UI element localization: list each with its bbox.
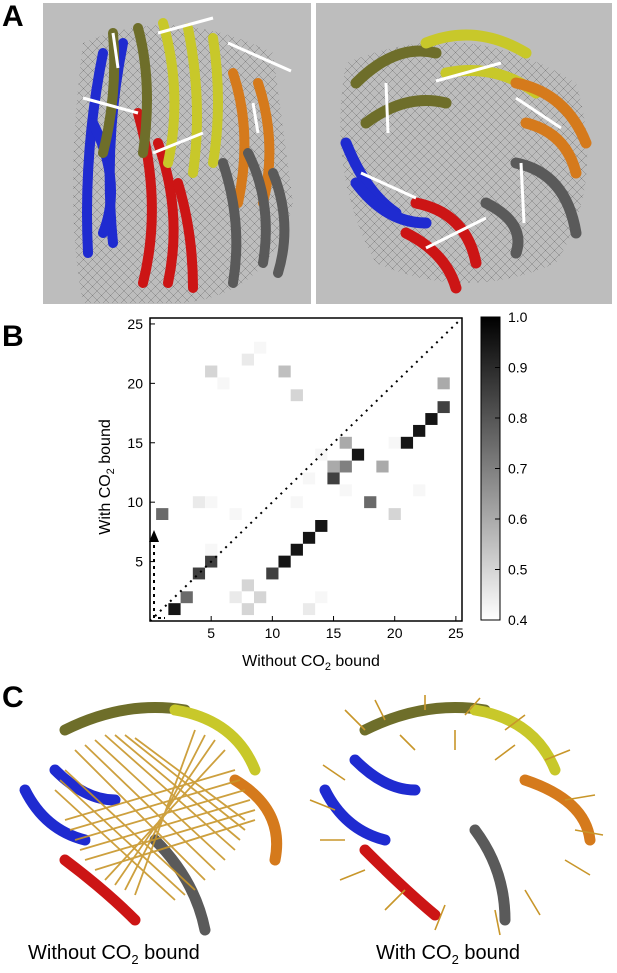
protein-top-view-image bbox=[340, 29, 592, 294]
colorbar-tick-label: 1.0 bbox=[508, 309, 528, 325]
y-tick-label: 5 bbox=[135, 554, 143, 570]
colorbar-tick-label: 0.9 bbox=[508, 360, 528, 376]
heatmap-cell bbox=[290, 543, 303, 556]
heatmap-cell bbox=[278, 555, 291, 568]
colorbar-tick-label: 0.4 bbox=[508, 612, 528, 628]
heatmap-cell bbox=[302, 603, 316, 616]
heatmap-cell bbox=[327, 460, 340, 473]
panel-letter-a: A bbox=[2, 0, 24, 33]
x-tick-label: 15 bbox=[326, 625, 342, 641]
heatmap-cell bbox=[192, 567, 206, 580]
heatmap-cell bbox=[339, 484, 352, 497]
heatmap-cell bbox=[266, 567, 279, 580]
heatmap-cell bbox=[290, 389, 303, 402]
heatmap-cell bbox=[205, 365, 218, 378]
heatmap-cell bbox=[217, 377, 230, 390]
panel-c-with-co2 bbox=[305, 690, 610, 940]
plot-frame bbox=[149, 317, 463, 622]
y-tick-label: 25 bbox=[127, 316, 143, 332]
caption-with-co2: With CO2 bound bbox=[376, 942, 520, 967]
heatmap-cell bbox=[241, 353, 254, 366]
heatmap-cell bbox=[180, 591, 193, 604]
heatmap-cell bbox=[192, 496, 206, 509]
heatmap-cell bbox=[400, 436, 414, 449]
heatmap-cell bbox=[364, 496, 377, 509]
colorbar-tick-label: 0.7 bbox=[508, 461, 528, 477]
heatmap-cell bbox=[437, 377, 450, 390]
heatmap-cell bbox=[437, 401, 450, 414]
heatmap-cell bbox=[229, 508, 242, 520]
panel-c-without-co2 bbox=[5, 690, 305, 940]
heatmap-cell bbox=[254, 591, 267, 604]
heatmap-cell bbox=[351, 448, 365, 461]
protein-motion-vectors-without-co2 bbox=[19, 702, 283, 936]
heatmap-cell bbox=[327, 472, 340, 485]
panel-letter-c: C bbox=[2, 681, 24, 714]
annotation-arrow bbox=[149, 530, 165, 619]
heatmap-cell bbox=[302, 531, 316, 544]
x-tick-label: 25 bbox=[448, 625, 464, 641]
colorbar-tick-label: 0.8 bbox=[508, 410, 528, 426]
heatmap-cell bbox=[425, 413, 438, 425]
heatmap-cell bbox=[315, 520, 328, 532]
protein-motion-vectors-with-co2 bbox=[309, 695, 604, 936]
panel-a-top-view bbox=[316, 3, 612, 304]
heatmap-cell bbox=[388, 508, 401, 520]
colorbar-tick-label: 0.6 bbox=[508, 511, 528, 527]
heatmap-cell bbox=[278, 365, 291, 378]
heatmap-cell bbox=[290, 496, 303, 509]
y-axis-label: With CO2 bound bbox=[97, 419, 117, 535]
heatmap-cell bbox=[229, 591, 242, 604]
heatmap-cell bbox=[413, 484, 426, 497]
x-tick-label: 20 bbox=[387, 625, 403, 641]
heatmap-cell bbox=[254, 341, 267, 354]
heatmap-cell bbox=[156, 508, 169, 520]
heatmap-cell bbox=[413, 424, 426, 437]
y-tick-label: 15 bbox=[127, 435, 143, 451]
heatmap-cell bbox=[388, 436, 401, 449]
correlation-heatmap: 5 10 15 20 25 5 10 15 20 25 Without CO2 bound Wi… bbox=[97, 309, 528, 673]
caption-without-co2: Without CO2 bound bbox=[28, 942, 200, 967]
protein-side-view-image bbox=[73, 16, 293, 303]
x-tick-label: 10 bbox=[265, 625, 281, 641]
colorbar-tick-label: 0.5 bbox=[508, 562, 528, 578]
y-tick-label: 10 bbox=[127, 494, 143, 510]
heatmap-cell bbox=[339, 436, 352, 449]
heatmap-cell bbox=[205, 543, 218, 556]
panel-letter-b: B bbox=[2, 320, 24, 353]
heatmap-cell bbox=[302, 472, 316, 485]
heatmap-cell bbox=[168, 603, 181, 616]
heatmap-cell bbox=[315, 591, 328, 604]
y-tick-label: 20 bbox=[127, 375, 143, 391]
heatmap-cell bbox=[241, 579, 254, 592]
heatmap-cell bbox=[376, 460, 389, 473]
panel-a-side-view bbox=[43, 3, 311, 304]
heatmap-cell bbox=[339, 460, 352, 473]
heatmap-cell bbox=[205, 496, 218, 509]
x-tick-label: 5 bbox=[207, 625, 215, 641]
x-axis-label: Without CO2 bound bbox=[242, 653, 380, 673]
heatmap-cell bbox=[241, 603, 254, 616]
diagonal-line bbox=[149, 317, 463, 622]
